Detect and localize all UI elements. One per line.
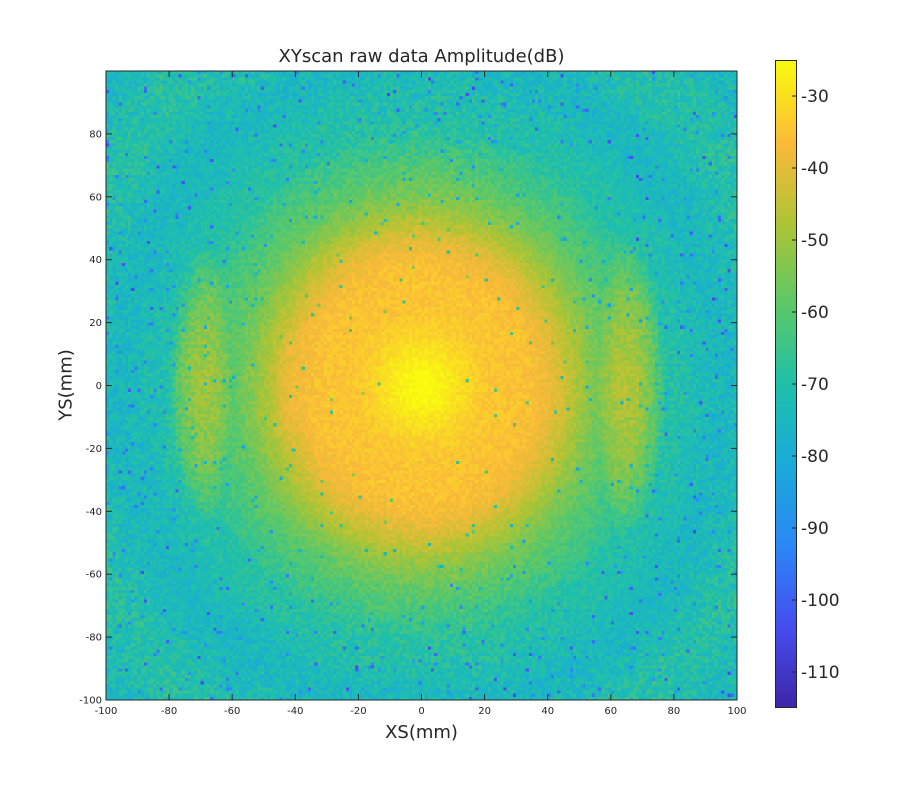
colorbar-tick-label: -80 bbox=[801, 447, 829, 467]
x-tick-label: 100 bbox=[727, 706, 746, 717]
y-tick-label: -20 bbox=[86, 444, 102, 455]
y-tick-label: -80 bbox=[86, 633, 102, 644]
colorbar-tick-label: -100 bbox=[801, 591, 840, 611]
x-tick-label: -60 bbox=[224, 706, 240, 717]
x-tick-label: 80 bbox=[668, 706, 681, 717]
x-tick-label: 0 bbox=[418, 706, 424, 717]
y-tick-label: 80 bbox=[89, 129, 102, 140]
y-tick-label: 60 bbox=[89, 192, 102, 203]
y-tick-label: -100 bbox=[79, 696, 102, 707]
y-axis-label: YS(mm) bbox=[55, 349, 77, 421]
colorbar-tick-label: -30 bbox=[801, 87, 829, 107]
y-tick-label: -60 bbox=[86, 570, 102, 581]
heatmap-image bbox=[106, 71, 737, 700]
chart-title: XYscan raw data Amplitude(dB) bbox=[278, 46, 565, 67]
x-tick-label: -80 bbox=[161, 706, 177, 717]
colorbar-gradient bbox=[775, 60, 797, 708]
colorbar-tick-label: -40 bbox=[801, 159, 829, 179]
x-tick-label: -100 bbox=[95, 706, 118, 717]
x-tick-label: -40 bbox=[287, 706, 303, 717]
colorbar-tick-label: -50 bbox=[801, 231, 829, 251]
y-tick-label: -40 bbox=[86, 507, 102, 518]
x-tick-label: -20 bbox=[350, 706, 366, 717]
y-tick-label: 20 bbox=[89, 318, 102, 329]
x-tick-label: 20 bbox=[478, 706, 491, 717]
colorbar-tick-label: -90 bbox=[801, 519, 829, 539]
axes-frame bbox=[105, 70, 738, 701]
colorbar-tick-label: -70 bbox=[801, 375, 829, 395]
x-tick-label: 60 bbox=[604, 706, 617, 717]
x-tick-label: 40 bbox=[541, 706, 554, 717]
colorbar-tick-label: -60 bbox=[801, 303, 829, 323]
y-tick-label: 0 bbox=[96, 381, 102, 392]
colorbar-tick-label: -110 bbox=[801, 663, 840, 683]
x-axis-label: XS(mm) bbox=[385, 722, 458, 743]
y-tick-label: 40 bbox=[89, 255, 102, 266]
